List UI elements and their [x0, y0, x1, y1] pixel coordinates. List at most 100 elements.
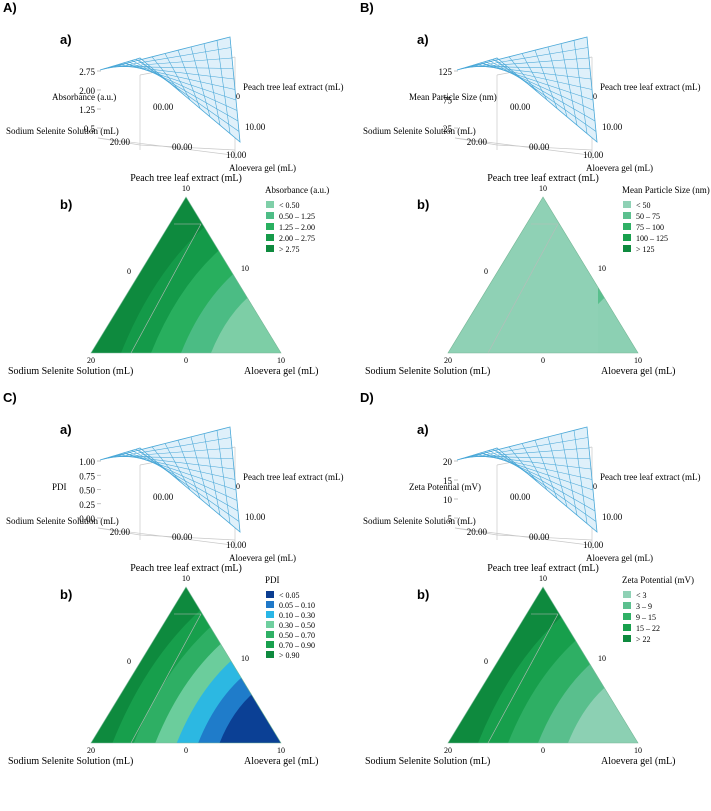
y-axis-label: Peach tree leaf extract (mL) [600, 82, 700, 92]
legend-entry-label: > 125 [636, 245, 655, 254]
legend-entry-label: 0.10 – 0.30 [279, 611, 315, 620]
y-axis-label: Peach tree leaf extract (mL) [243, 82, 343, 92]
mesh-line [476, 453, 593, 480]
vertex-tick-top: 10 [182, 184, 190, 193]
box-edge [454, 137, 590, 156]
w-axis-label: Aloevera gel (mL) [586, 163, 653, 173]
z-tick-label: 75 [443, 96, 453, 106]
legend-swatch [623, 635, 631, 642]
tick-label: 00.00 [529, 142, 550, 152]
legend-entry-label: 0.50 – 0.70 [279, 631, 315, 640]
ternary-guide [487, 613, 559, 744]
panel-letter-c: C) [3, 390, 17, 405]
ternary-right-axis-label: Aloevera gel (mL) [601, 366, 675, 377]
center-value-label: 00.00 [510, 102, 531, 112]
legend-entry-label: 1.25 – 2.00 [279, 223, 315, 232]
mesh-line [190, 46, 211, 117]
legend-entry-label: 2.00 – 2.75 [279, 234, 315, 243]
legend-swatch [266, 631, 274, 638]
panel-letter-b: B) [360, 0, 374, 15]
z-tick-label: 0.75 [79, 471, 95, 481]
ternary-top-axis-label: Peach tree leaf extract (mL) [130, 173, 242, 184]
ternary-label: b) [417, 587, 429, 602]
panel-d: a) 20 15 10 5 Zeta Potential (mV) 00.00 Sodium … [363, 422, 700, 767]
edge-tick-label: 0 [236, 92, 240, 101]
center-value-label: 00.00 [153, 492, 174, 502]
z-axis-label: PDI [52, 482, 67, 492]
vertex-tick-mid: 0 [541, 356, 545, 365]
edge-tick-left: 0 [127, 267, 131, 276]
ternary-plot: Peach tree leaf extract (mL) b) 10 20 0 10 0 10… [365, 563, 694, 767]
mesh-line [480, 452, 594, 491]
x-axis-label: Sodium Selenite Solution (mL) [6, 126, 119, 136]
ternary-guide [130, 223, 202, 354]
legend-swatch [266, 611, 274, 618]
legend-entry-label: 0.30 – 0.50 [279, 621, 315, 630]
legend-swatch [623, 245, 631, 252]
center-value-label: 00.00 [153, 102, 174, 112]
vertex-tick-left: 20 [87, 356, 95, 365]
z-tick-label: 5 [448, 514, 453, 524]
legend-entry-label: 3 – 9 [636, 602, 652, 611]
vertex-tick-right: 10 [277, 746, 285, 755]
mesh-line [135, 58, 240, 132]
legend-title: Absorbance (a.u.) [265, 185, 329, 195]
box-edge [454, 527, 590, 546]
surface-label: a) [60, 32, 72, 47]
legend-swatch [623, 602, 631, 609]
surface-mesh [99, 426, 241, 533]
vertex-tick-left: 20 [444, 746, 452, 755]
tick-label: 10.00 [245, 122, 266, 132]
surface-label: a) [417, 32, 429, 47]
mesh-line [123, 62, 237, 101]
mesh-line [177, 440, 201, 499]
mesh-line [119, 453, 236, 480]
x-axis-label: Sodium Selenite Solution (mL) [363, 516, 476, 526]
vertex-tick-right: 10 [634, 356, 642, 365]
legend-swatch [266, 245, 274, 252]
box-edge [139, 144, 236, 151]
ternary-label: b) [60, 197, 72, 212]
legend-swatch [623, 234, 631, 241]
tick-label: 10.00 [583, 150, 604, 160]
legend-swatch [266, 234, 274, 241]
tick-label: 10.00 [602, 122, 623, 132]
legend-swatch [623, 591, 631, 598]
mesh-line [127, 61, 238, 111]
ternary-label: b) [417, 197, 429, 212]
box-edge [139, 534, 236, 541]
ternary-legend: Absorbance (a.u.) < 0.50 0.50 – 1.25 1.25 –… [265, 185, 329, 254]
z-tick-label: 0.25 [79, 500, 95, 510]
ternary-plot: Peach tree leaf extract (mL) b) 10 20 0 10 0 10… [8, 173, 329, 377]
z-tick-label: 0.00 [79, 514, 95, 524]
legend-entry-label: 9 – 15 [636, 613, 656, 622]
ternary-legend: Mean Particle Size (nm) < 50 50 – 75 75 – 1… [622, 185, 710, 254]
edge-tick-left: 0 [484, 267, 488, 276]
legend-swatch [266, 201, 274, 208]
legend-swatch [266, 621, 274, 628]
surface-mesh [99, 36, 241, 143]
mesh-line [203, 433, 221, 516]
legend-swatch [266, 591, 274, 598]
vertex-tick-left: 20 [444, 356, 452, 365]
z-tick-label: 1.00 [79, 457, 95, 467]
edge-tick-left: 0 [484, 657, 488, 666]
legend-entry-label: 0.50 – 1.25 [279, 212, 315, 221]
x-axis-label: Sodium Selenite Solution (mL) [363, 126, 476, 136]
mesh-line [492, 58, 597, 132]
box-edge [97, 527, 233, 546]
edge-tick-label: 0 [236, 482, 240, 491]
legend-swatch [623, 624, 631, 631]
ternary-legend: PDI < 0.050.05 – 0.100.10 – 0.300.30 – 0.… [265, 575, 315, 660]
center-value-label: 00.00 [510, 492, 531, 502]
mesh-line [216, 430, 231, 524]
mesh-line [573, 430, 588, 524]
tick-label: 20.00 [110, 527, 131, 537]
vertex-tick-top: 10 [539, 184, 547, 193]
tick-label: 20.00 [467, 137, 488, 147]
legend-entry-label: 100 – 125 [636, 234, 668, 243]
ternary-outline [447, 586, 639, 744]
w-axis-label: Aloevera gel (mL) [229, 553, 296, 563]
ternary-right-axis-label: Aloevera gel (mL) [601, 756, 675, 767]
